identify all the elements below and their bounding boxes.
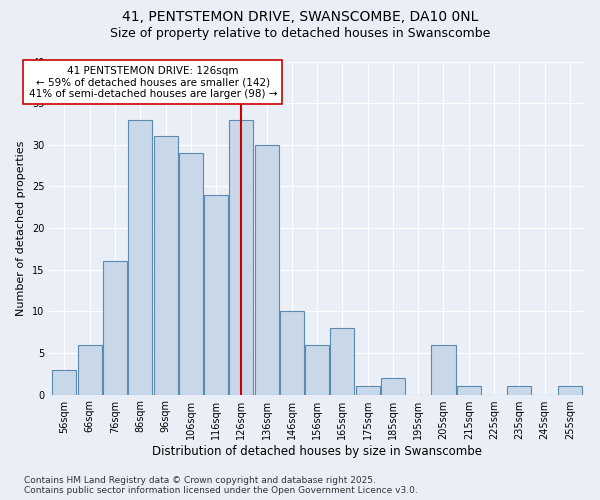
Bar (179, 153, 203, 394)
Bar (254, 145, 278, 394)
Bar (508, 386, 532, 394)
Y-axis label: Number of detached properties: Number of detached properties (16, 140, 26, 316)
Bar (457, 386, 481, 394)
Bar (356, 386, 380, 394)
Text: Contains HM Land Registry data © Crown copyright and database right 2025.
Contai: Contains HM Land Registry data © Crown c… (24, 476, 418, 495)
Bar (128, 120, 152, 394)
Text: 41, PENTSTEMON DRIVE, SWANSCOMBE, DA10 0NL: 41, PENTSTEMON DRIVE, SWANSCOMBE, DA10 0… (122, 10, 478, 24)
Text: Size of property relative to detached houses in Swanscombe: Size of property relative to detached ho… (110, 28, 490, 40)
Bar (204, 194, 228, 394)
Bar (280, 312, 304, 394)
Bar (103, 262, 127, 394)
Bar (431, 344, 455, 395)
Bar (154, 136, 178, 394)
X-axis label: Distribution of detached houses by size in Swanscombe: Distribution of detached houses by size … (152, 444, 482, 458)
Bar (78, 344, 102, 395)
Bar (331, 328, 355, 394)
Bar (52, 370, 76, 394)
Bar (229, 120, 253, 394)
Bar (558, 386, 582, 394)
Bar (305, 344, 329, 395)
Bar (381, 378, 405, 394)
Text: 41 PENTSTEMON DRIVE: 126sqm
← 59% of detached houses are smaller (142)
41% of se: 41 PENTSTEMON DRIVE: 126sqm ← 59% of det… (29, 66, 277, 99)
